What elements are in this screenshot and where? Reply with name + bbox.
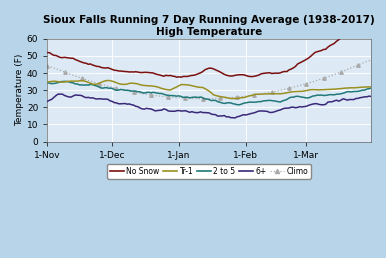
Legend: No Snow, Tr-1, 2 to 5, 6+, Climo: No Snow, Tr-1, 2 to 5, 6+, Climo: [107, 164, 311, 179]
Title: Sioux Falls Running 7 Day Running Average (1938-2017)
High Temperature: Sioux Falls Running 7 Day Running Averag…: [43, 15, 375, 37]
Y-axis label: Temperature (F): Temperature (F): [15, 54, 24, 126]
